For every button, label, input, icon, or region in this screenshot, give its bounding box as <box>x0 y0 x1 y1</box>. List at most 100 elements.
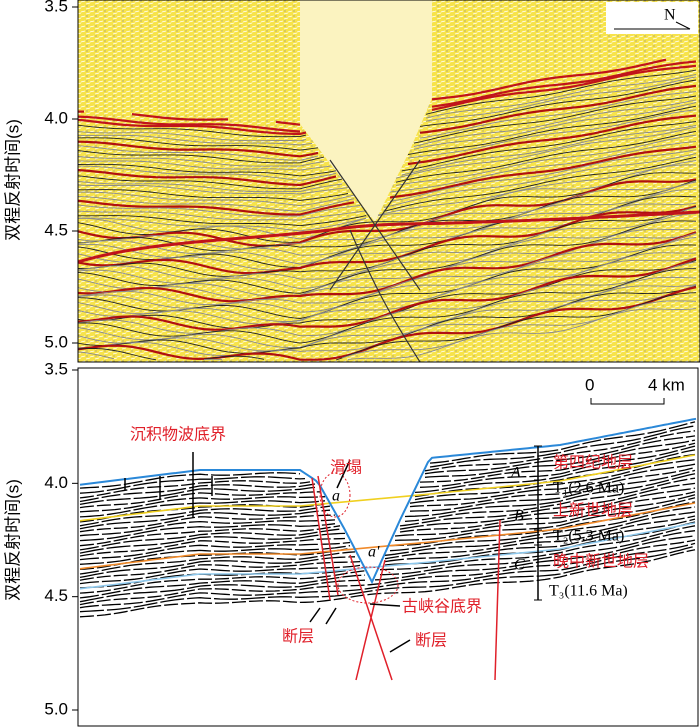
reflector <box>384 518 696 563</box>
reflector <box>389 145 697 199</box>
reflector <box>399 482 696 527</box>
north-label: N <box>664 7 676 24</box>
reflector <box>383 153 697 208</box>
reflector <box>424 435 696 475</box>
slump-circle <box>319 472 351 518</box>
reflector <box>77 156 325 167</box>
y-tick-label: 4.5 <box>44 220 68 239</box>
reflector <box>413 95 697 144</box>
reflector <box>413 99 697 148</box>
reflector <box>414 453 696 498</box>
reflector <box>419 442 696 483</box>
reflector <box>79 500 326 518</box>
reflector <box>79 570 366 594</box>
annotation: 晚中新世地层 <box>553 553 649 571</box>
reflector <box>419 79 697 127</box>
reflector <box>414 449 696 494</box>
reflector <box>407 109 697 159</box>
reflector <box>425 73 697 119</box>
fault <box>311 475 501 681</box>
reflector <box>77 257 697 331</box>
reflector <box>431 60 697 108</box>
reflector <box>77 115 301 133</box>
y-axis-label: 双程反射时间(s) <box>3 479 22 601</box>
reflector <box>424 439 696 478</box>
canyon-fill <box>300 0 432 222</box>
annotation: C <box>514 557 525 574</box>
reflector <box>77 231 697 303</box>
reflector <box>425 69 697 115</box>
strong-reflector <box>77 210 700 264</box>
reflector <box>77 175 343 190</box>
reflector <box>77 252 697 322</box>
reflector <box>409 466 696 508</box>
reflector <box>431 58 667 101</box>
reflector <box>78 134 313 146</box>
reflector <box>77 160 331 171</box>
reflector <box>77 206 697 280</box>
annotation: 第四纪地层 <box>553 454 633 472</box>
reflector <box>401 121 697 172</box>
reflector <box>389 149 697 202</box>
reflector <box>79 491 321 509</box>
reflector <box>414 459 696 501</box>
horizon <box>79 502 696 570</box>
annotation: B <box>514 508 524 525</box>
reflector <box>77 181 697 256</box>
annotation: 断层 <box>415 632 447 650</box>
reflector <box>431 64 697 111</box>
reflector <box>77 351 115 360</box>
bottom-frame <box>77 367 699 727</box>
reflector <box>79 537 346 557</box>
annotation: a <box>332 488 340 505</box>
reflector <box>77 261 697 337</box>
reflector <box>79 564 361 585</box>
reflector <box>77 232 697 306</box>
arrows <box>124 446 539 653</box>
reflector <box>79 549 696 618</box>
y-tick-label: 4.0 <box>44 473 68 492</box>
reflector <box>79 483 316 503</box>
reflector <box>347 308 697 360</box>
reflector <box>77 169 337 187</box>
reflector <box>79 528 341 551</box>
y-tick-label: 5.0 <box>44 332 68 351</box>
reflector <box>79 556 356 579</box>
reflector <box>79 525 341 547</box>
reflector <box>79 486 316 506</box>
y-tick-label: 3.5 <box>44 359 68 378</box>
reflector <box>77 195 355 212</box>
reflector <box>77 237 697 313</box>
reflector <box>203 355 265 360</box>
reflector <box>79 509 331 530</box>
reflector <box>77 131 307 142</box>
reflector <box>79 545 696 613</box>
reflector <box>77 285 697 354</box>
reflector <box>389 506 696 552</box>
horizon <box>79 454 696 522</box>
annotation: 上新世地层 <box>553 502 633 520</box>
reflector <box>404 477 696 523</box>
annotation: T₃(11.6 Ma) <box>549 583 628 600</box>
reflector <box>389 141 697 193</box>
reflector <box>399 487 696 530</box>
y-tick-label: 4.5 <box>44 586 68 605</box>
reflector <box>77 204 361 217</box>
scale-bar <box>590 398 665 405</box>
reflector <box>77 145 319 161</box>
annotations: 沉积物波底界 滑塌 a a' 断层 断层 古峡谷底界 A B C 第四纪地层 上… <box>130 426 649 650</box>
reflector <box>79 519 336 537</box>
reflector <box>413 102 697 150</box>
reflector <box>275 120 301 126</box>
y-tick-label: 4.0 <box>44 108 68 127</box>
reflector <box>419 84 697 134</box>
reflector <box>77 180 343 193</box>
annotation: 古峡谷底界 <box>402 598 482 616</box>
reflector <box>77 118 307 135</box>
seabed <box>79 417 697 585</box>
annotation: T₁(2.6 Ma) <box>553 480 624 497</box>
reflector <box>429 421 696 464</box>
reflector <box>79 542 696 609</box>
reflector <box>77 347 157 361</box>
